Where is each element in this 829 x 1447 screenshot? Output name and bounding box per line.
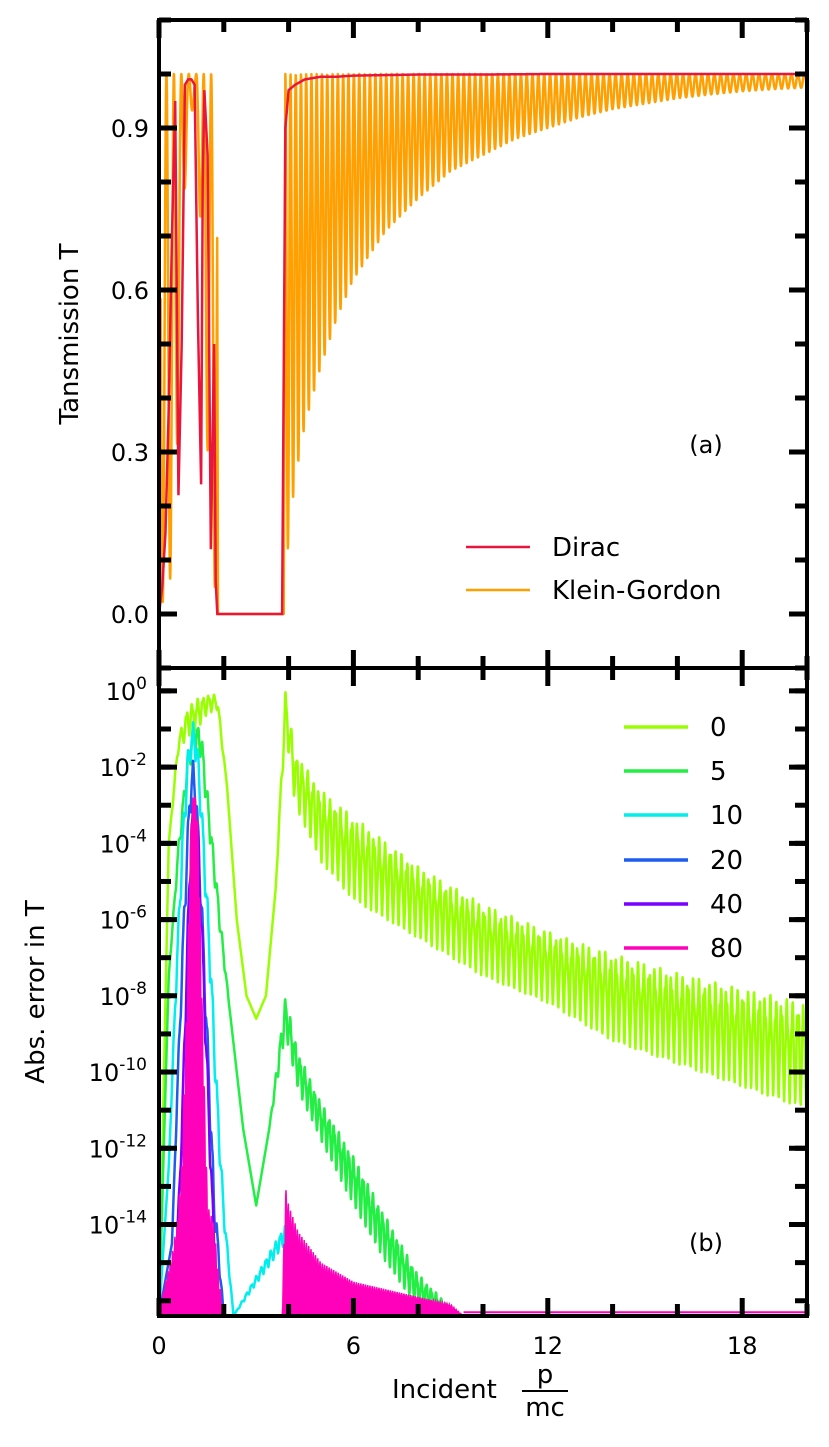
panel-a-ytick-label: 0.3 xyxy=(111,439,149,467)
xlabel-numerator: p xyxy=(537,1360,554,1390)
panel-b-ytick-label: 10-6 xyxy=(100,903,148,935)
legend-label-dirac: Dirac xyxy=(552,533,620,563)
panel-b-ytick-label: 10-2 xyxy=(100,750,148,782)
panel-b-xlabel: Incident p mc xyxy=(392,1360,568,1423)
xlabel-denominator: mc xyxy=(525,1393,565,1423)
series-line-5 xyxy=(159,726,462,1316)
legend-label-10: 10 xyxy=(710,801,743,831)
panel-a-label: (a) xyxy=(689,431,722,459)
legend-label-40: 40 xyxy=(710,890,743,920)
panel-b-ytick-label: 10-12 xyxy=(89,1131,147,1163)
panel-a-ytick-label: 0.0 xyxy=(111,601,149,629)
series-line-0 xyxy=(159,691,807,1316)
panel-b-ytick-label: 10-4 xyxy=(100,826,148,858)
series-line-klein-gordon xyxy=(159,72,807,616)
panel-b-legend: 0 5 10 20 40 80 xyxy=(624,713,743,964)
legend-label-20: 20 xyxy=(710,846,743,876)
panel-a-legend: Dirac Klein-Gordon xyxy=(466,533,721,606)
xlabel-incident: Incident xyxy=(392,1375,497,1405)
panel-b-ytick-label: 10-14 xyxy=(89,1208,147,1240)
panel-a-series-layer xyxy=(159,72,807,616)
series-line-20 xyxy=(159,759,226,1316)
series-area-80 xyxy=(159,796,465,1316)
panel-b-xtick-label: 18 xyxy=(727,1332,758,1360)
panel-b-label: (b) xyxy=(689,1229,723,1257)
panel-b-ylabel: Abs. error in T xyxy=(21,900,51,1084)
panel-b-ytick-label: 100 xyxy=(106,674,147,706)
panel-b-xtick-label: 0 xyxy=(151,1332,166,1360)
panel-a-ytick-label: 0.6 xyxy=(111,277,149,305)
panel-a-ylabel: Tansmission T xyxy=(55,243,85,425)
series-line-dirac xyxy=(159,72,807,616)
panel-b-series-layer xyxy=(159,691,807,1316)
panel-b-ytick-label: 10-8 xyxy=(100,979,148,1011)
legend-label-0: 0 xyxy=(710,713,727,743)
legend-label-80: 80 xyxy=(710,934,743,964)
panel-a: 0.0 0.3 0.6 0.9 Tansmission T (a) Dirac Kle… xyxy=(55,17,810,671)
panel-b-xtick-label: 12 xyxy=(533,1332,564,1360)
panel-b-xtick-label: 6 xyxy=(346,1332,361,1360)
panel-a-ytick-label: 0.9 xyxy=(111,115,149,143)
legend-label-klein-gordon: Klein-Gordon xyxy=(552,576,721,606)
legend-label-5: 5 xyxy=(710,757,727,787)
panel-b-frame xyxy=(157,666,809,1318)
panel-b-ytick-label: 10-10 xyxy=(89,1055,147,1087)
